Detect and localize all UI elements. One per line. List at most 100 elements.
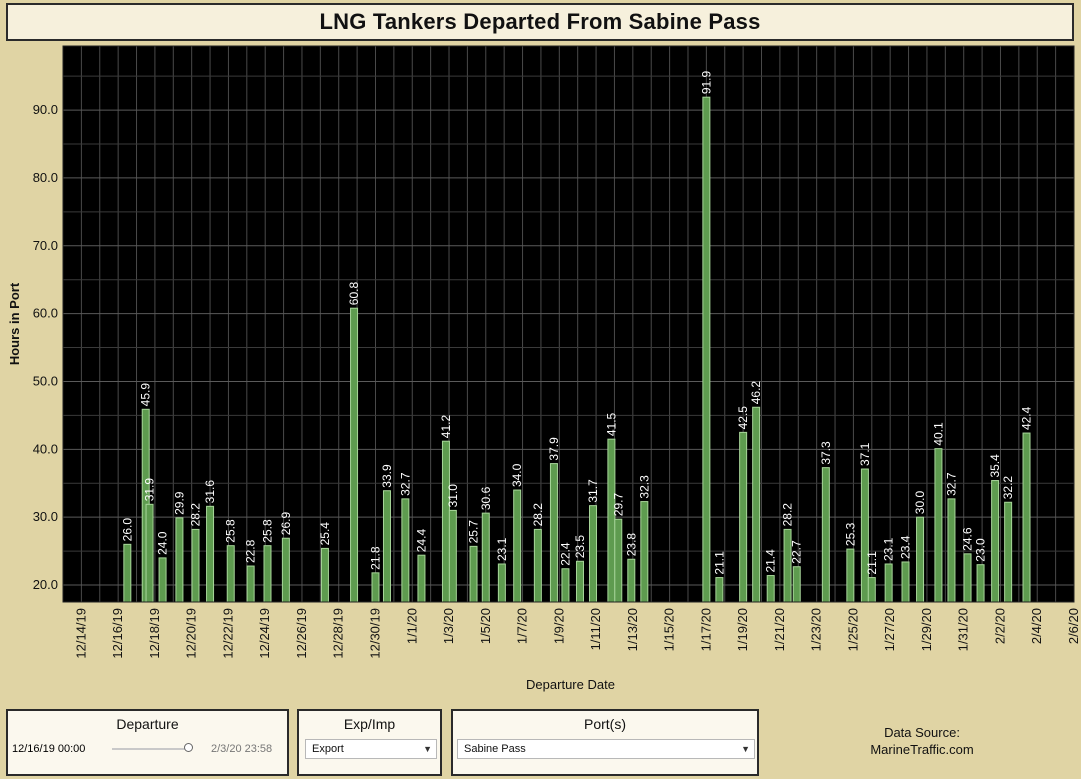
x-tick-label: 12/14/19 xyxy=(73,608,88,659)
bar-value-label: 28.2 xyxy=(781,503,795,527)
bar xyxy=(860,468,869,603)
bar-chart: 20.0 30.0 40.0 50.0 60.0 70.0 80.0 90.0 12/14/19… xyxy=(7,45,1081,692)
bar-value-label: 23.4 xyxy=(899,535,913,559)
exp-imp-selected-value: Export xyxy=(312,743,344,755)
x-tick-label: 12/28/19 xyxy=(331,608,346,659)
x-tick-label: 12/22/19 xyxy=(220,608,235,659)
y-tick-label: 20.0 xyxy=(33,577,58,592)
bar xyxy=(589,505,598,603)
bar-value-label: 33.9 xyxy=(380,464,394,488)
y-tick-label: 60.0 xyxy=(33,306,58,321)
x-tick-label: 1/9/20 xyxy=(551,608,566,644)
bar-value-label: 31.9 xyxy=(143,478,157,502)
bar xyxy=(382,490,391,603)
bar-value-label: 91.9 xyxy=(699,70,713,94)
exp-imp-filter-title: Exp/Imp xyxy=(343,716,396,732)
departure-slider-track[interactable] xyxy=(112,748,192,750)
bar-value-label: 35.4 xyxy=(988,454,1002,478)
data-source-name: MarineTraffic.com xyxy=(870,742,974,757)
data-source: Data Source: MarineTraffic.com xyxy=(836,724,1008,758)
bar-value-label: 21.4 xyxy=(764,549,778,573)
bar xyxy=(175,517,184,603)
bar xyxy=(901,561,910,603)
chart-title: LNG Tankers Departed From Sabine Pass xyxy=(319,9,761,34)
ports-dropdown[interactable]: Sabine Pass ▼ xyxy=(457,739,755,759)
bar-value-label: 32.7 xyxy=(398,472,412,496)
bar-value-label: 60.8 xyxy=(347,282,361,306)
bar xyxy=(350,307,359,603)
y-tick-label: 70.0 xyxy=(33,238,58,253)
bar-value-label: 23.1 xyxy=(882,537,896,561)
bar-value-label: 34.0 xyxy=(510,463,524,487)
ports-filter: Port(s) Sabine Pass ▼ xyxy=(451,709,759,776)
data-source-label: Data Source: xyxy=(884,725,960,740)
y-tick-label: 30.0 xyxy=(33,509,58,524)
x-tick-label: 1/13/20 xyxy=(625,608,640,651)
bar xyxy=(417,554,426,603)
bar xyxy=(145,503,154,603)
departure-start-value[interactable]: 12/16/19 00:00 xyxy=(12,743,86,755)
plot-area xyxy=(63,46,1074,602)
bar-value-label: 42.5 xyxy=(736,406,750,430)
bar xyxy=(497,563,506,603)
bar xyxy=(846,548,855,603)
ports-filter-title: Port(s) xyxy=(584,716,626,732)
departure-end-value[interactable]: 2/3/20 23:58 xyxy=(211,743,273,755)
bar-value-label: 29.9 xyxy=(172,491,186,515)
bar xyxy=(226,545,235,603)
x-axis-title: Departure Date xyxy=(526,677,615,692)
bar-value-label: 26.9 xyxy=(279,512,293,536)
bar-value-label: 28.2 xyxy=(531,503,545,527)
departure-filter: Departure 12/16/19 00:00 2/3/20 23:58 xyxy=(6,709,289,776)
bar-value-label: 23.8 xyxy=(624,533,638,557)
dropdown-arrow-icon: ▼ xyxy=(741,744,750,754)
departure-slider-handle[interactable] xyxy=(184,743,193,752)
bar xyxy=(549,463,558,603)
bar xyxy=(739,431,748,603)
bar-value-label: 37.9 xyxy=(547,437,561,461)
bar xyxy=(867,577,876,603)
x-tick-label: 1/23/20 xyxy=(809,608,824,651)
bar-value-label: 41.2 xyxy=(439,415,453,439)
bar-value-label: 24.6 xyxy=(961,527,975,551)
bar xyxy=(976,564,985,603)
bar-value-label: 31.7 xyxy=(586,479,600,503)
bar-value-label: 21.8 xyxy=(368,546,382,570)
x-tick-label: 1/17/20 xyxy=(698,608,713,651)
bar-value-label: 23.1 xyxy=(495,537,509,561)
y-tick-label: 90.0 xyxy=(33,102,58,117)
x-tick-label: 1/11/20 xyxy=(588,608,603,650)
bar xyxy=(752,406,761,603)
x-tick-label: 12/18/19 xyxy=(147,608,162,659)
x-tick-label: 1/29/20 xyxy=(919,608,934,651)
bar xyxy=(715,577,724,603)
x-tick-label: 1/3/20 xyxy=(441,608,456,644)
bar xyxy=(561,568,570,603)
exp-imp-dropdown[interactable]: Export ▼ xyxy=(305,739,437,759)
bar-value-label: 40.1 xyxy=(931,422,945,446)
x-tick-label: 1/27/20 xyxy=(882,608,897,651)
bar-value-label: 42.4 xyxy=(1020,406,1034,430)
bar-value-label: 32.2 xyxy=(1001,476,1015,500)
bar-value-label: 26.0 xyxy=(120,518,134,542)
bar xyxy=(627,558,636,603)
bar-value-label: 22.7 xyxy=(790,540,804,564)
bar xyxy=(614,518,623,603)
plot-border xyxy=(62,45,1075,603)
bar-value-label: 31.6 xyxy=(203,480,217,504)
bar xyxy=(281,537,290,603)
bar-value-label: 25.8 xyxy=(260,519,274,543)
bar xyxy=(191,528,200,603)
bar-value-label: 21.1 xyxy=(712,551,726,575)
bar-value-label: 30.0 xyxy=(913,491,927,515)
bar xyxy=(991,480,1000,603)
bar-value-label: 30.6 xyxy=(479,486,493,510)
bar-value-label: 32.3 xyxy=(637,475,651,499)
bar-value-label: 21.1 xyxy=(865,551,879,575)
x-tick-label: 1/5/20 xyxy=(478,608,493,644)
bar xyxy=(206,505,215,603)
x-tick-label: 1/1/20 xyxy=(404,608,419,644)
bar-value-label: 22.4 xyxy=(558,542,572,566)
x-tick-label: 12/16/19 xyxy=(110,608,125,659)
bar xyxy=(448,509,457,603)
